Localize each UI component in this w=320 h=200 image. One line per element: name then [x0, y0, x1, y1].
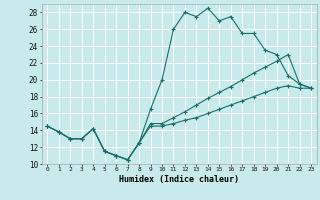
X-axis label: Humidex (Indice chaleur): Humidex (Indice chaleur) — [119, 175, 239, 184]
